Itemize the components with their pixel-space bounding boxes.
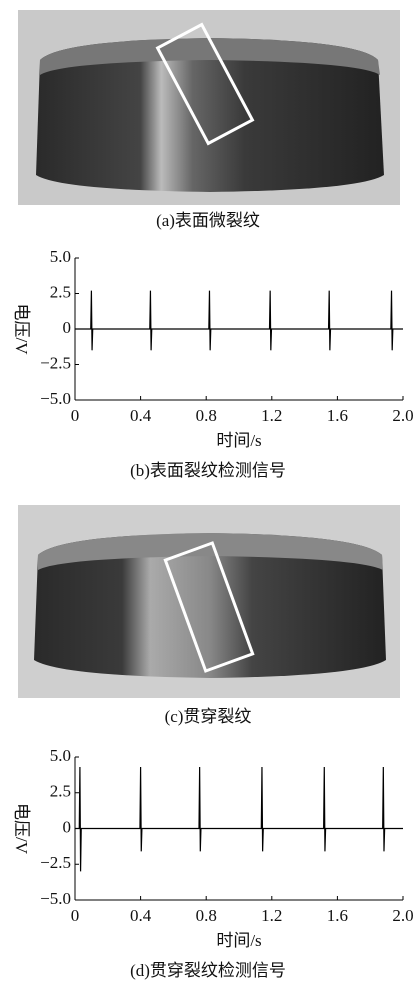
x-tick-label: 0 — [71, 406, 80, 425]
figure: (a)表面微裂纹 (c)贯穿裂纹 5.02.50−2.5−5.000.40.81… — [0, 0, 417, 983]
x-tick-label: 0.8 — [196, 906, 217, 925]
y-tick-label: 5.0 — [50, 746, 71, 765]
x-tick-label: 1.6 — [327, 906, 348, 925]
x-axis-label: 时间/s — [216, 431, 261, 450]
y-tick-label: 2.5 — [50, 782, 71, 801]
x-tick-label: 0.8 — [196, 406, 217, 425]
x-tick-label: 1.6 — [327, 406, 348, 425]
photo — [18, 505, 400, 698]
x-axis-label: 时间/s — [216, 931, 261, 950]
x-tick-label: 0.4 — [130, 406, 152, 425]
y-tick-label: 0 — [63, 318, 72, 337]
y-tick-label: 0 — [63, 817, 72, 836]
y-axis-label: 电压/V — [12, 304, 31, 356]
x-tick-label: 0 — [71, 906, 80, 925]
x-tick-label: 2.0 — [392, 906, 413, 925]
caption: (a)表面微裂纹 — [156, 211, 260, 230]
x-tick-label: 0.4 — [130, 906, 152, 925]
x-tick-label: 1.2 — [261, 906, 282, 925]
photo — [18, 10, 400, 205]
caption: (d)贯穿裂纹检测信号 — [130, 961, 286, 980]
signal-line — [75, 767, 403, 871]
y-tick-label: −5.0 — [40, 889, 71, 908]
signal-line — [75, 291, 403, 351]
y-tick-label: −5.0 — [40, 389, 71, 408]
x-tick-label: 1.2 — [261, 406, 282, 425]
y-tick-label: −2.5 — [40, 853, 71, 872]
caption: (b)表面裂纹检测信号 — [130, 461, 286, 480]
y-axis-label: 电压/V — [12, 803, 31, 855]
y-tick-label: −2.5 — [40, 353, 71, 372]
caption: (c)贯穿裂纹 — [165, 707, 252, 726]
y-tick-label: 2.5 — [50, 282, 71, 301]
x-tick-label: 2.0 — [392, 406, 413, 425]
y-tick-label: 5.0 — [50, 247, 71, 266]
